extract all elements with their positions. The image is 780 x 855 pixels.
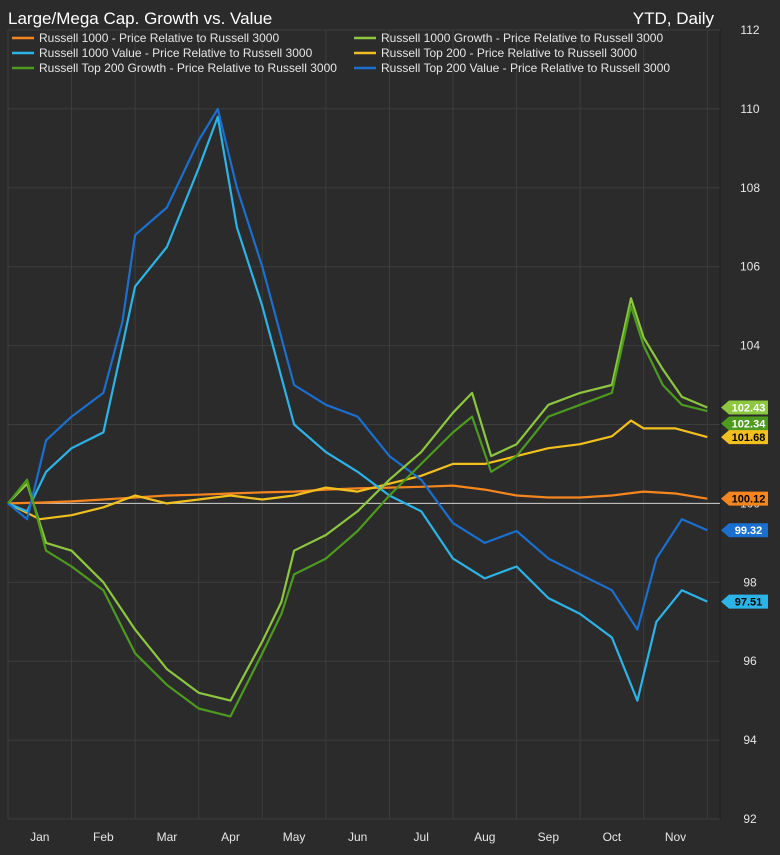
- legend-label: Russell 1000 Growth - Price Relative to …: [381, 31, 663, 45]
- value-badge-2: [721, 594, 768, 609]
- x-axis-ticks: Jan Feb Mar Apr May Jun Jul Aug Sep Oct Nov: [30, 830, 686, 844]
- grid-lines: [7, 29, 720, 820]
- series-line-5: [7, 107, 708, 631]
- x-tick-label: Jun: [348, 830, 367, 844]
- value-badge-0: [721, 491, 768, 506]
- x-tick-label: Nov: [665, 830, 686, 844]
- legend-label: Russell Top 200 Value - Price Relative t…: [381, 61, 670, 75]
- value-badge-label: 100.12: [732, 494, 766, 506]
- legend: Russell 1000 - Price Relative to Russell…: [12, 31, 670, 75]
- value-badge-label: 99.32: [735, 525, 763, 537]
- y-tick-label: 98: [743, 575, 757, 589]
- x-tick-label: Oct: [603, 830, 622, 844]
- y-tick-label: 112: [740, 23, 759, 37]
- value-badge-label: 101.68: [732, 432, 766, 444]
- legend-label: Russell 1000 - Price Relative to Russell…: [39, 31, 279, 45]
- x-tick-label: Sep: [538, 830, 560, 844]
- y-tick-label: 92: [743, 812, 757, 826]
- y-tick-label: 94: [743, 733, 757, 747]
- x-tick-label: May: [283, 830, 306, 844]
- series-line-1: [7, 297, 708, 702]
- chart-title: Large/Mega Cap. Growth vs. Value: [8, 9, 272, 28]
- legend-label: Russell 1000 Value - Price Relative to R…: [39, 46, 313, 60]
- value-badge-label: 97.51: [735, 597, 763, 609]
- legend-label: Russell Top 200 Growth - Price Relative …: [39, 61, 337, 75]
- x-tick-label: Apr: [221, 830, 240, 844]
- value-badge-1: [721, 400, 768, 415]
- x-tick-label: Aug: [474, 830, 495, 844]
- x-tick-label: Jan: [30, 830, 49, 844]
- value-badge-5: [721, 523, 768, 538]
- y-tick-label: 96: [743, 654, 757, 668]
- value-badge-3: [721, 430, 768, 445]
- y-tick-label: 106: [740, 260, 760, 274]
- series-line-2: [7, 115, 708, 702]
- series-line-0: [7, 484, 708, 505]
- chart-subtitle: YTD, Daily: [633, 9, 715, 28]
- value-badge-label: 102.34: [732, 419, 767, 431]
- x-tick-label: Mar: [157, 830, 178, 844]
- legend-label: Russell Top 200 - Price Relative to Russ…: [381, 46, 637, 60]
- x-tick-label: Feb: [93, 830, 114, 844]
- series-group: [7, 107, 708, 718]
- value-badge-label: 102.43: [732, 403, 766, 415]
- y-tick-label: 104: [740, 339, 760, 353]
- x-tick-label: Jul: [414, 830, 429, 844]
- series-line-3: [7, 419, 708, 521]
- y-tick-label: 108: [740, 181, 760, 195]
- y-tick-label: 110: [740, 102, 759, 116]
- value-badge-4: [721, 416, 768, 431]
- series-line-4: [7, 305, 708, 718]
